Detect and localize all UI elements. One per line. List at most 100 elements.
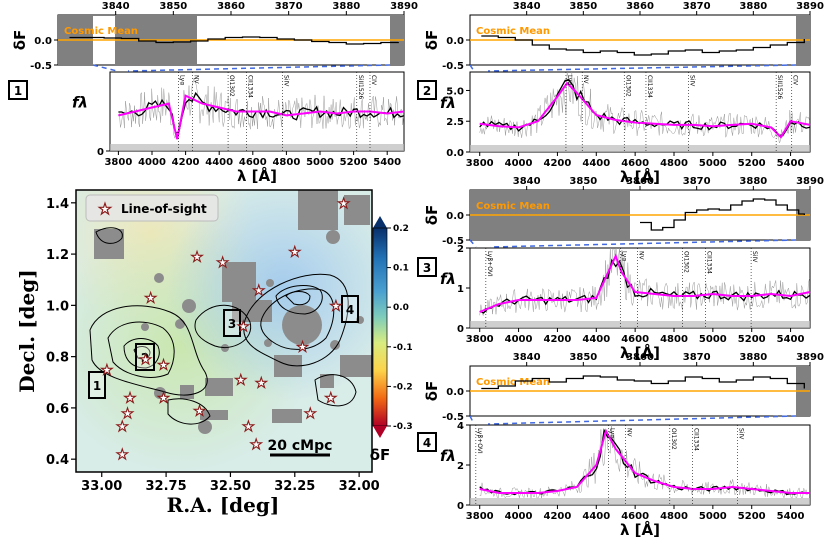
sightline-star-icon: ★: [191, 250, 204, 266]
line-id-label: SiII1526: [776, 75, 783, 99]
delta-panel-4: Cosmic Mean: [469, 365, 811, 417]
spectrum-xtick-label: 4600: [621, 334, 649, 345]
colorbar-tick-label: 0.2: [393, 224, 409, 234]
spectrum-ytick-label: 0: [457, 324, 464, 335]
spectrum-xtick-label: 4600: [621, 158, 649, 169]
legend-star-icon: ★: [98, 200, 111, 218]
spectrum-xtick-label: 3800: [104, 157, 132, 168]
delta-xtick-label: 3880: [739, 1, 767, 12]
spectrum-xtick-label: 5400: [777, 334, 805, 345]
sightline-star-icon: ★: [242, 419, 255, 435]
cosmic-mean-label: Cosmic Mean: [476, 201, 550, 212]
sightline-star-icon: ★: [144, 291, 157, 307]
spectrum-xtick-label: 5400: [373, 157, 401, 168]
delta-xtick-label: 3840: [513, 1, 541, 12]
delta-xtick-label: 3850: [569, 1, 597, 12]
sightline-star-icon: ★: [289, 245, 302, 261]
delta-panel-2: Cosmic Mean: [469, 14, 811, 66]
sightline-star-icon: ★: [101, 362, 114, 378]
delta-xtick-label: 3870: [275, 1, 303, 12]
los-label-1: 1: [93, 379, 101, 393]
line-id-label: OI1302: [670, 428, 677, 450]
delta-series-line: [481, 35, 805, 56]
delta-ytick-label: 0.0: [34, 36, 52, 47]
delta-ytick-label: 0.0: [446, 387, 464, 398]
spectrum-error-band: [470, 321, 810, 328]
los-box-3: [223, 309, 241, 337]
sightline-star-icon: ★: [325, 391, 338, 407]
line-id-label: Lyα: [608, 428, 615, 438]
map-frame: [75, 189, 373, 473]
line-id-label: CII1334: [693, 428, 700, 451]
line-id-label: Lyβ+OVI: [486, 251, 493, 277]
colorbar-tick-label: 0.1: [393, 264, 409, 274]
sightline-star-icon: ★: [250, 437, 263, 453]
spectrum-xtick-label: 5000: [699, 334, 727, 345]
spectrum-xtick-label: 4800: [660, 511, 688, 522]
delta-xtick-label: 3860: [217, 1, 245, 12]
delta-panel-3: Cosmic Mean: [469, 189, 811, 241]
sightline-star-icon: ★: [124, 391, 137, 407]
spectrum-xtick-label: 4400: [582, 334, 610, 345]
los-box-1: [88, 371, 106, 399]
delta-xtick-label: 3880: [332, 1, 360, 12]
line-id-label: CII1334: [246, 75, 253, 98]
spectrum-xtick-label: 4800: [272, 157, 300, 168]
delta-xtick-label: 3880: [739, 176, 767, 187]
map-xlabel: R.A. [deg]: [167, 493, 280, 517]
line-id-label: SiIV: [689, 75, 696, 87]
delta-xtick-label: 3880: [739, 352, 767, 363]
sightline-star-icon: ★: [139, 352, 152, 368]
spectrum-error-band: [110, 144, 404, 151]
delta-xtick-label: 3870: [683, 176, 711, 187]
panel-number-4: 4: [423, 436, 431, 450]
map-points: ★★★ ★★★ ★★★★ ★★★ ★★★ ★★ ★★★★★★: [100, 195, 350, 463]
line-id-label: SiIV: [751, 251, 758, 263]
spectrum-ytick-label: 5.0: [446, 86, 464, 97]
spectrum-error-band: [470, 145, 810, 152]
line-id-label: Lyα: [179, 75, 186, 85]
map-ytick-label: 1.2: [46, 248, 69, 263]
spectrum-ytick-label: 4: [457, 421, 464, 432]
delta-xtick-label: 3890: [390, 1, 418, 12]
line-id-label: SiIV: [738, 428, 745, 440]
scale-bar-label: 20 cMpc: [268, 438, 333, 454]
los-label-2: 2: [141, 351, 149, 365]
colorbar-tick-label: -0.1: [393, 343, 413, 353]
spectrum-xtick-label: 5000: [306, 157, 334, 168]
spectrum-panel-2: [469, 71, 811, 153]
cosmic-mean-label: Cosmic Mean: [64, 26, 138, 37]
delta-ylabel: δF: [423, 205, 441, 226]
map-ytick-label: 0.8: [46, 351, 69, 366]
line-id-label: SiIV: [283, 75, 290, 87]
spectrum-xlabel: λ [Å]: [620, 167, 660, 186]
delta-ylabel: δF: [11, 30, 29, 51]
map-ytick-label: 1.0: [46, 299, 69, 314]
delta-xtick-label: 3850: [569, 176, 597, 187]
spectrum-ytick-label: 2.5: [446, 117, 464, 128]
delta-panel-1: Cosmic Mean: [57, 14, 405, 66]
spectrum-xtick-label: 4800: [660, 158, 688, 169]
delta-ytick-label: -0.5: [30, 61, 52, 72]
delta-xtick-label: 3840: [513, 176, 541, 187]
delta-xtick-label: 3850: [159, 1, 187, 12]
spectrum-xtick-label: 4600: [621, 511, 649, 522]
spectrum-xtick-label: 3800: [466, 158, 494, 169]
line-id-label: CIV: [792, 75, 799, 86]
spectrum-xtick-label: 4400: [582, 158, 610, 169]
delta-xtick-label: 3860: [626, 176, 654, 187]
spectrum-ylabel: fλ: [72, 94, 88, 112]
spectrum-continuum-fit: [479, 253, 811, 313]
line-id-label: OI1302: [682, 251, 689, 273]
sightline-star-icon: ★: [157, 391, 170, 407]
spectrum-binned-flux: [118, 91, 405, 134]
map-xtick-label: 32.25: [274, 479, 315, 494]
sightline-star-icon: ★: [193, 403, 206, 419]
sightline-star-icon: ★: [252, 283, 265, 299]
los-box-4: [341, 295, 359, 323]
spectrum-xtick-label: 4200: [544, 158, 572, 169]
spectrum-xtick-label: 5400: [777, 158, 805, 169]
cosmic-mean-label: Cosmic Mean: [476, 26, 550, 37]
sightline-star-icon: ★: [330, 298, 343, 314]
